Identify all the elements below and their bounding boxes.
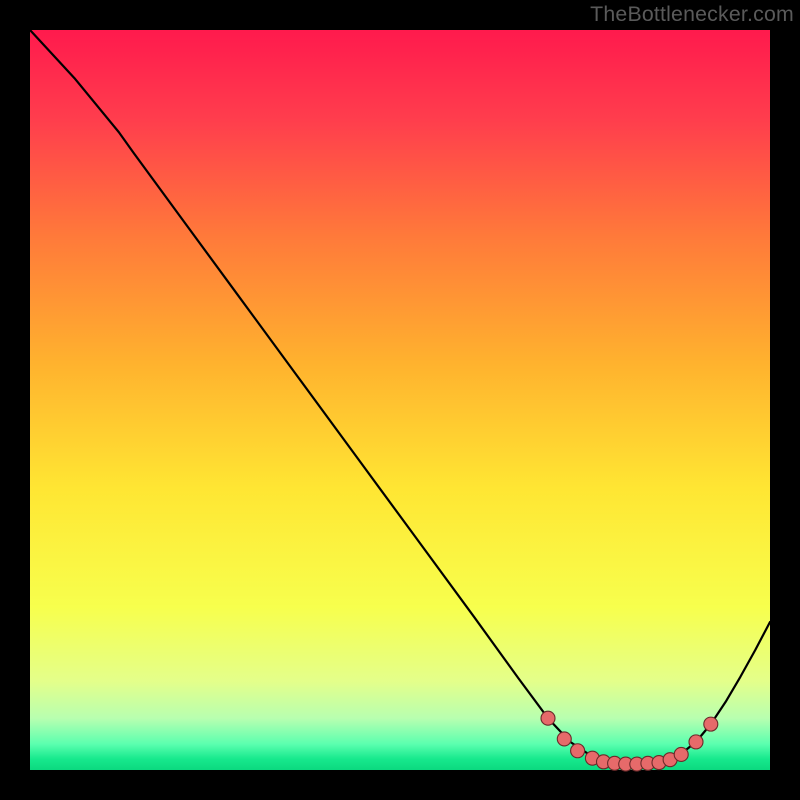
marker-dot <box>557 732 571 746</box>
marker-dot <box>541 711 555 725</box>
marker-dot <box>571 744 585 758</box>
chart-stage: TheBottlenecker.com <box>0 0 800 800</box>
marker-dot <box>704 717 718 731</box>
curve-chart <box>0 0 800 800</box>
watermark-text: TheBottlenecker.com <box>590 2 794 27</box>
marker-dot <box>674 747 688 761</box>
gradient-plot-area <box>30 30 770 770</box>
marker-dot <box>689 735 703 749</box>
